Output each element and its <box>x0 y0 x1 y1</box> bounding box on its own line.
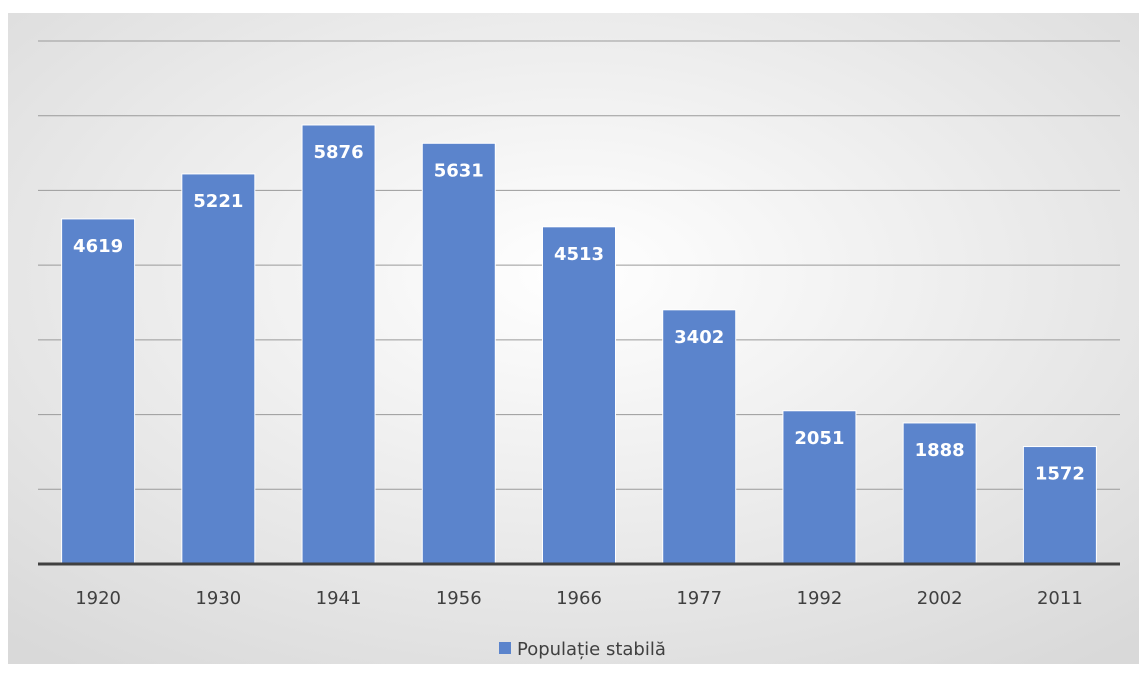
bar-2011 <box>1022 446 1097 565</box>
data-label-1956: 5631 <box>434 160 484 181</box>
bar-1920 <box>61 218 136 565</box>
legend: Populație stabilă <box>499 639 666 660</box>
x-tick-label-1977: 1977 <box>676 588 722 609</box>
x-tick-label-1920: 1920 <box>75 588 121 609</box>
x-tick-label-1992: 1992 <box>797 588 843 609</box>
bar-1992 <box>782 410 857 565</box>
x-tick-label-1966: 1966 <box>556 588 602 609</box>
legend-swatch <box>499 642 511 654</box>
bar-1956 <box>421 142 496 565</box>
x-tick-label-1956: 1956 <box>436 588 482 609</box>
data-label-1977: 3402 <box>674 327 724 348</box>
data-label-1992: 2051 <box>794 428 844 449</box>
bar-1977 <box>662 309 737 565</box>
bar-1930 <box>181 173 256 565</box>
x-tick-label-1941: 1941 <box>316 588 362 609</box>
bar-2002 <box>902 422 977 565</box>
x-tick-label-2002: 2002 <box>917 588 963 609</box>
data-labels: 4619 5221 5876 5631 4513 3402 2051 1888 1572 <box>73 142 1085 485</box>
legend-label: Populație stabilă <box>517 639 666 660</box>
data-label-1941: 5876 <box>314 142 364 163</box>
data-label-1966: 4513 <box>554 244 604 265</box>
data-label-1920: 4619 <box>73 236 123 257</box>
x-axis-tick-labels: 1920 1930 1941 1956 1966 1977 1992 2002 2011 <box>75 588 1083 609</box>
x-tick-label-2011: 2011 <box>1037 588 1083 609</box>
data-label-2002: 1888 <box>915 440 965 461</box>
data-label-1930: 5221 <box>193 191 243 212</box>
bar-1941 <box>301 124 376 565</box>
x-tick-label-1930: 1930 <box>195 588 241 609</box>
bar-1966 <box>542 226 616 565</box>
data-label-2011: 1572 <box>1035 464 1085 485</box>
